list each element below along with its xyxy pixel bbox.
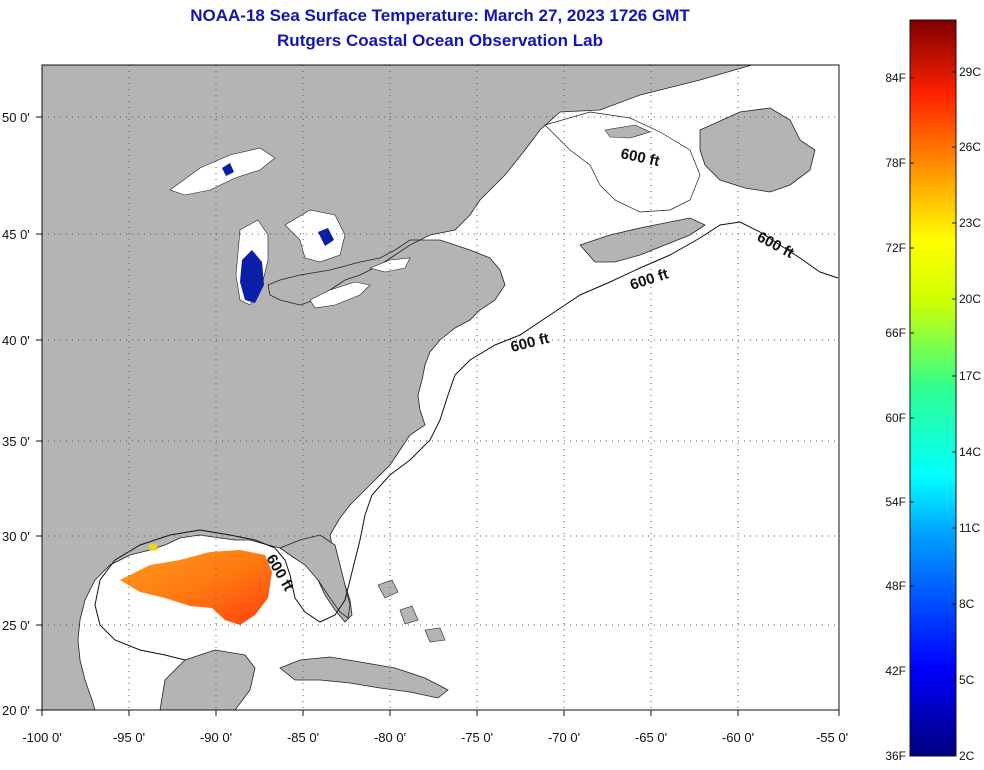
lake-huron-sst (318, 228, 334, 246)
gulf-st-lawrence (544, 111, 701, 213)
land-bahamas-1 (377, 579, 399, 599)
gulf-sst-patch (120, 550, 272, 625)
colorbar-label-f: 72F (885, 241, 906, 255)
lon-label: -80 0' (374, 730, 406, 745)
lon-label: -60 0' (722, 730, 754, 745)
land-yucatan (159, 649, 256, 710)
colorbar-label-f: 84F (885, 71, 906, 85)
lat-label: 50 0' (2, 110, 30, 125)
lon-label: -85 0' (287, 730, 319, 745)
lat-label: 35 0' (2, 434, 30, 449)
lat-label: 40 0' (2, 333, 30, 348)
lon-label: -100 0' (22, 730, 61, 745)
colorbar-label-f: 54F (885, 495, 906, 509)
contour-600ft (94, 221, 839, 661)
colorbar-label-c: 5C (959, 673, 975, 687)
land-bahamas-3 (424, 627, 446, 643)
axis-ticks (36, 116, 840, 716)
colorbar-label-c: 29C (959, 65, 981, 79)
lon-label: -95 0' (113, 730, 145, 745)
lake-michigan-sst (240, 250, 264, 303)
lat-label: 30 0' (2, 529, 30, 544)
lake-superior (169, 147, 276, 196)
colorbar-label-f: 60F (885, 411, 906, 425)
graticule (42, 65, 839, 710)
gulf-sst-yellow (148, 543, 158, 551)
colorbar-label-f: 36F (885, 749, 906, 763)
lon-label: -75 0' (461, 730, 493, 745)
land-anticosti (604, 124, 651, 139)
map-subtitle: Rutgers Coastal Ocean Observation Lab (277, 31, 603, 50)
lon-label: -65 0' (635, 730, 667, 745)
lon-label: -90 0' (200, 730, 232, 745)
lat-label: 25 0' (2, 618, 30, 633)
lat-label: 20 0' (2, 703, 30, 718)
colorbar-label-f: 66F (885, 326, 906, 340)
lake-erie (309, 281, 371, 309)
land-cuba (279, 656, 449, 699)
colorbar-label-c: 11C (959, 521, 980, 535)
lake-ontario (369, 257, 411, 273)
colorbar-label-c: 8C (959, 597, 975, 611)
colorbar-label-c: 20C (959, 292, 981, 306)
colorbar-label-c: 26C (959, 140, 981, 154)
land-nova-scotia (579, 217, 706, 263)
lake-huron (284, 209, 346, 263)
colorbar-label-f: 78F (885, 156, 906, 170)
colorbar-label-c: 2C (959, 749, 975, 763)
lon-label: -70 0' (548, 730, 580, 745)
lon-label: -55 0' (816, 730, 848, 745)
lake-superior-sst (222, 163, 234, 176)
land-north-america (42, 65, 753, 710)
colorbar-label-f: 48F (885, 579, 906, 593)
colorbar (909, 19, 957, 757)
colorbar-label-c: 23C (959, 216, 981, 230)
colorbar-label-c: 17C (959, 369, 981, 383)
colorbar-label-c: 14C (959, 445, 981, 459)
land-bahamas-2 (399, 605, 419, 625)
colorbar-label-f: 42F (885, 664, 906, 678)
land-newfoundland (699, 107, 816, 193)
lat-label: 45 0' (2, 227, 30, 242)
colorbar-ticks (910, 71, 956, 681)
land-florida (279, 534, 351, 619)
map-title: NOAA-18 Sea Surface Temperature: March 2… (190, 6, 690, 25)
map-frame (41, 64, 840, 711)
